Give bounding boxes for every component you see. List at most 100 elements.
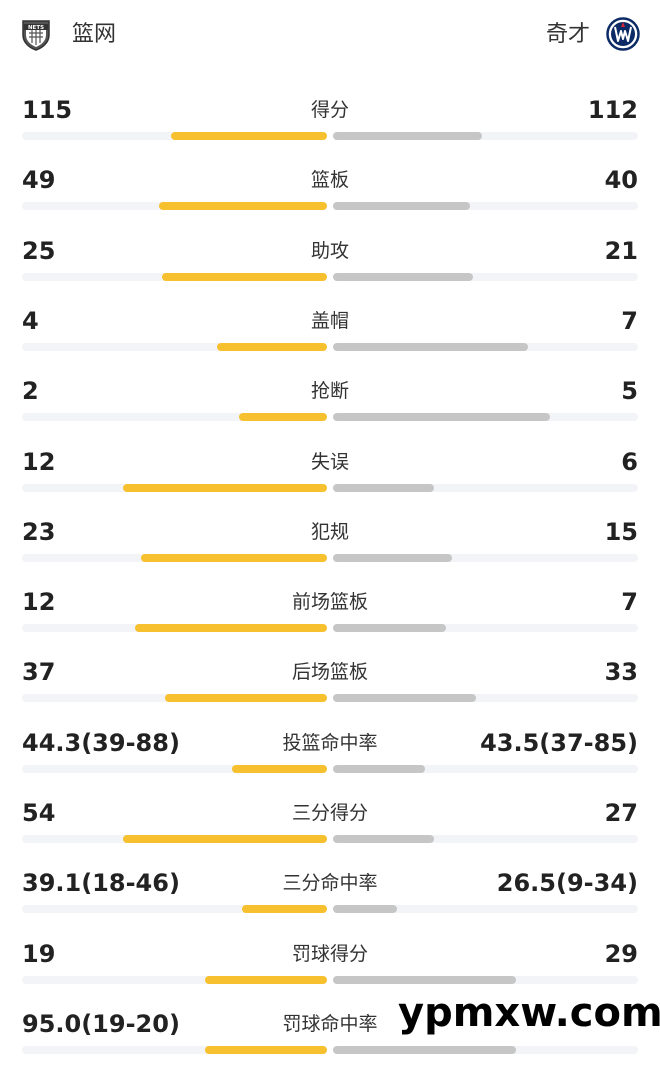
away-bar-track: [333, 976, 638, 984]
home-stat-value: 37: [22, 658, 56, 686]
stat-label: 后场篮板: [291, 661, 368, 683]
away-bar-track: [333, 273, 638, 281]
stat-row: 37 后场篮板 33: [0, 644, 660, 714]
stat-row: 44.3(39-88) 投篮命中率 43.5(37-85): [0, 715, 660, 785]
away-bar-fill: [333, 1046, 516, 1054]
home-bar-fill: [165, 694, 327, 702]
away-stat-value: 112: [587, 96, 638, 124]
stat-label: 失误: [310, 451, 349, 473]
stat-row: 23 犯规 15: [0, 504, 660, 574]
away-bar-fill: [333, 905, 397, 913]
stat-label: 三分得分: [291, 802, 368, 824]
watermark: ypmxw.com: [398, 990, 660, 1036]
home-bar-track: [22, 202, 327, 210]
stat-label: 投篮命中率: [282, 732, 378, 754]
home-bar-fill: [171, 132, 327, 140]
away-team-name[interactable]: 奇才: [545, 22, 590, 47]
home-bar-track: [22, 343, 327, 351]
home-bar-track: [22, 273, 327, 281]
stat-label: 盖帽: [310, 310, 349, 332]
stat-row: 115 得分 112: [0, 82, 660, 152]
home-bar-fill: [162, 273, 327, 281]
home-stat-value: 12: [22, 588, 56, 616]
stat-row: 49 篮板 40: [0, 152, 660, 222]
away-stat-value: 7: [621, 307, 638, 335]
stat-label: 罚球得分: [291, 943, 368, 965]
away-bar-track: [333, 905, 638, 913]
away-bar-track: [333, 343, 638, 351]
away-stat-value: 40: [604, 166, 638, 194]
wizards-logo-icon[interactable]: [606, 17, 640, 51]
home-bar-fill: [205, 1046, 327, 1054]
home-bar-fill: [159, 202, 327, 210]
home-bar-track: [22, 484, 327, 492]
away-bar-fill: [333, 343, 528, 351]
stat-row: 39.1(18-46) 三分命中率 26.5(9-34): [0, 855, 660, 925]
home-stat-value: 44.3(39-88): [22, 729, 180, 757]
away-stat-value: 29: [604, 940, 638, 968]
away-bar-track: [333, 132, 638, 140]
stat-label: 助攻: [310, 240, 349, 262]
away-bar-fill: [333, 624, 446, 632]
stat-row: 95.0(19-20) 罚球命中率: [0, 996, 660, 1066]
stat-row: 2 抢断 5: [0, 363, 660, 433]
away-bar-fill: [333, 976, 516, 984]
stat-row: 12 前场篮板 7: [0, 574, 660, 644]
home-bar-track: [22, 976, 327, 984]
stat-label: 篮板: [310, 169, 349, 191]
away-bar-track: [333, 413, 638, 421]
stat-label: 得分: [310, 99, 349, 121]
home-bar-track: [22, 1046, 327, 1054]
away-stat-value: 6: [621, 448, 638, 476]
away-bar-fill: [333, 554, 452, 562]
away-stat-value: 5: [621, 377, 638, 405]
away-stat-value: 33: [604, 658, 638, 686]
home-stat-value: 95.0(19-20): [22, 1010, 180, 1038]
home-stat-value: 115: [22, 96, 73, 124]
home-stat-value: 2: [22, 377, 39, 405]
home-bar-fill: [141, 554, 327, 562]
home-stat-value: 12: [22, 448, 56, 476]
stat-label: 三分命中率: [282, 872, 378, 894]
stat-row: 54 三分得分 27: [0, 785, 660, 855]
home-stat-value: 54: [22, 799, 56, 827]
away-stat-value: 43.5(37-85): [480, 729, 638, 757]
away-bar-track: [333, 835, 638, 843]
home-bar-track: [22, 132, 327, 140]
away-bar-fill: [333, 202, 470, 210]
home-bar-track: [22, 835, 327, 843]
home-team-name[interactable]: 篮网: [72, 22, 117, 47]
home-bar-fill: [205, 976, 327, 984]
away-bar-track: [333, 554, 638, 562]
nets-logo-icon[interactable]: NETS: [20, 18, 52, 52]
away-bar-track: [333, 1046, 638, 1054]
away-bar-fill: [333, 413, 550, 421]
home-bar-fill: [135, 624, 327, 632]
stat-row: 12 失误 6: [0, 434, 660, 504]
stat-row: 4 盖帽 7: [0, 293, 660, 363]
away-stat-value: 15: [604, 518, 638, 546]
svg-text:NETS: NETS: [28, 25, 44, 31]
home-bar-track: [22, 765, 327, 773]
away-bar-track: [333, 202, 638, 210]
home-stat-value: 25: [22, 237, 56, 265]
stat-row: 19 罚球得分 29: [0, 926, 660, 996]
home-stat-value: 23: [22, 518, 56, 546]
stat-label: 抢断: [310, 380, 349, 402]
away-stat-value: 7: [621, 588, 638, 616]
home-stat-value: 49: [22, 166, 56, 194]
away-stat-value: 21: [604, 237, 638, 265]
home-bar-fill: [242, 905, 327, 913]
home-bar-fill: [217, 343, 327, 351]
game-header: NETS 篮网 奇才: [0, 0, 660, 72]
home-stat-value: 4: [22, 307, 39, 335]
home-bar-fill: [239, 413, 327, 421]
away-bar-fill: [333, 273, 473, 281]
home-stat-value: 39.1(18-46): [22, 869, 180, 897]
away-bar-track: [333, 765, 638, 773]
home-bar-fill: [232, 765, 327, 773]
away-bar-track: [333, 624, 638, 632]
away-bar-fill: [333, 835, 434, 843]
home-bar-fill: [123, 835, 327, 843]
stat-label: 罚球命中率: [282, 1013, 378, 1035]
